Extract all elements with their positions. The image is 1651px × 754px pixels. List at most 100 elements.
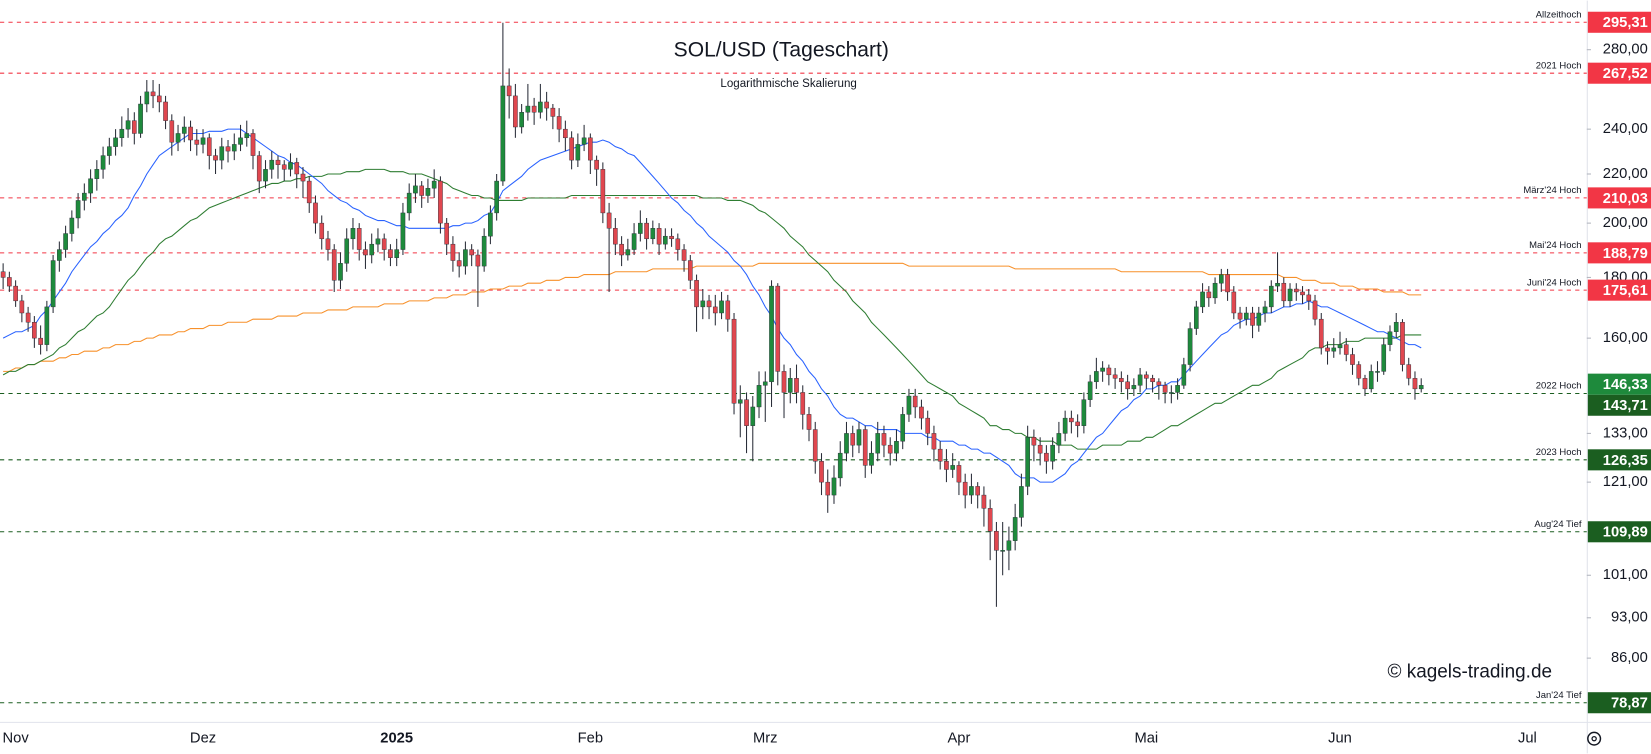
candle-body bbox=[169, 120, 175, 143]
candle-body bbox=[1150, 378, 1155, 383]
candle-body bbox=[1062, 417, 1068, 434]
candle-body bbox=[288, 162, 293, 170]
candle-body bbox=[338, 263, 343, 281]
candle-body bbox=[344, 238, 350, 264]
candle-body bbox=[638, 222, 643, 234]
candle-body bbox=[1069, 417, 1074, 423]
candle-body bbox=[94, 169, 100, 179]
candle-body bbox=[725, 300, 731, 320]
level-label: 126,35 bbox=[1603, 453, 1648, 469]
candle-body bbox=[969, 486, 974, 496]
y-tick-label: 160,00 bbox=[1603, 330, 1648, 346]
candle-body bbox=[144, 91, 150, 105]
y-tick-label: 133,00 bbox=[1603, 425, 1648, 441]
candle-body bbox=[837, 452, 843, 479]
candle-body bbox=[356, 228, 362, 250]
level-name: Jan'24 Tief bbox=[1536, 690, 1582, 701]
candle-body bbox=[1000, 550, 1005, 552]
candle-body bbox=[1256, 312, 1262, 326]
candle-body bbox=[956, 465, 962, 483]
candle-body bbox=[413, 185, 418, 194]
candle-body bbox=[831, 477, 837, 496]
plot-area bbox=[0, 21, 1587, 704]
candle-body bbox=[44, 306, 50, 345]
last-price-label: 146,33 bbox=[1603, 377, 1648, 393]
candle-body bbox=[500, 85, 506, 182]
candle-body bbox=[388, 249, 393, 258]
candle-body bbox=[687, 260, 693, 281]
candle-body bbox=[1169, 392, 1174, 394]
candle-body bbox=[1287, 288, 1293, 302]
candle-body bbox=[231, 144, 237, 152]
candle-body bbox=[1218, 274, 1224, 284]
x-tick-label: Feb bbox=[578, 731, 603, 747]
candle-body bbox=[594, 159, 599, 170]
candle-body bbox=[1131, 385, 1137, 390]
level-label: 109,89 bbox=[1603, 525, 1648, 541]
candle-body bbox=[544, 101, 549, 109]
candle-body bbox=[131, 120, 137, 134]
candle-body bbox=[125, 120, 131, 130]
candle-body bbox=[1275, 282, 1280, 287]
candle-body bbox=[200, 137, 206, 145]
level-label-box bbox=[1587, 242, 1651, 264]
candle-body bbox=[113, 137, 118, 147]
candle-body bbox=[1056, 433, 1062, 446]
candle-body bbox=[1112, 374, 1118, 379]
candle-body bbox=[588, 137, 593, 161]
candle-body bbox=[0, 271, 6, 278]
candle-body bbox=[1119, 378, 1124, 383]
candle-body bbox=[712, 306, 718, 314]
candle-body bbox=[225, 146, 231, 152]
settings-ring[interactable] bbox=[1587, 731, 1602, 746]
y-tick-label: 121,00 bbox=[1603, 474, 1648, 490]
level-name: 2021 Hoch bbox=[1536, 60, 1582, 71]
candle-body bbox=[1125, 381, 1130, 390]
candle-body bbox=[1100, 367, 1105, 372]
candle-body bbox=[900, 414, 906, 442]
candle-body bbox=[669, 235, 674, 240]
settings-icon[interactable] bbox=[1587, 731, 1602, 746]
candle-body bbox=[38, 337, 43, 345]
candle-body bbox=[32, 322, 37, 339]
candle-body bbox=[556, 116, 562, 130]
candle-body bbox=[987, 508, 993, 532]
y-tick-label: 93,00 bbox=[1611, 610, 1648, 626]
candle-body bbox=[619, 243, 624, 256]
moving-average-line bbox=[2, 168, 1422, 450]
candle-body bbox=[931, 433, 937, 450]
candle-body bbox=[1075, 421, 1080, 426]
candle-body bbox=[981, 494, 987, 509]
candle-body bbox=[887, 444, 893, 454]
candle-body bbox=[1106, 367, 1112, 376]
candle-body bbox=[244, 133, 250, 139]
candle-body bbox=[1343, 344, 1349, 355]
candle-body bbox=[794, 378, 799, 393]
candle-body bbox=[294, 162, 300, 175]
level-label: 188,79 bbox=[1603, 246, 1648, 262]
candle-body bbox=[456, 260, 462, 267]
candle-body bbox=[325, 238, 331, 250]
candle-body bbox=[1418, 385, 1424, 390]
candle-body bbox=[825, 481, 831, 496]
candle-body bbox=[925, 417, 931, 434]
candle-body bbox=[519, 112, 524, 128]
level-label-box bbox=[1587, 521, 1651, 543]
candle-body bbox=[844, 433, 849, 454]
x-tick-label: Mrz bbox=[753, 731, 778, 747]
candle-body bbox=[1243, 312, 1249, 320]
candle-body bbox=[69, 217, 75, 234]
settings-core[interactable] bbox=[1591, 735, 1597, 742]
x-tick-label: Apr bbox=[947, 731, 970, 747]
candle-body bbox=[1337, 344, 1343, 349]
watermark: © kagels-trading.de bbox=[1388, 661, 1553, 682]
moving-average-line bbox=[3, 262, 1422, 372]
candle-body bbox=[75, 200, 81, 219]
candle-body bbox=[394, 249, 400, 258]
candle-body bbox=[82, 192, 87, 201]
candle-body bbox=[194, 139, 200, 145]
candle-body bbox=[856, 429, 862, 446]
candle-body bbox=[581, 137, 587, 145]
candle-body bbox=[107, 146, 112, 156]
